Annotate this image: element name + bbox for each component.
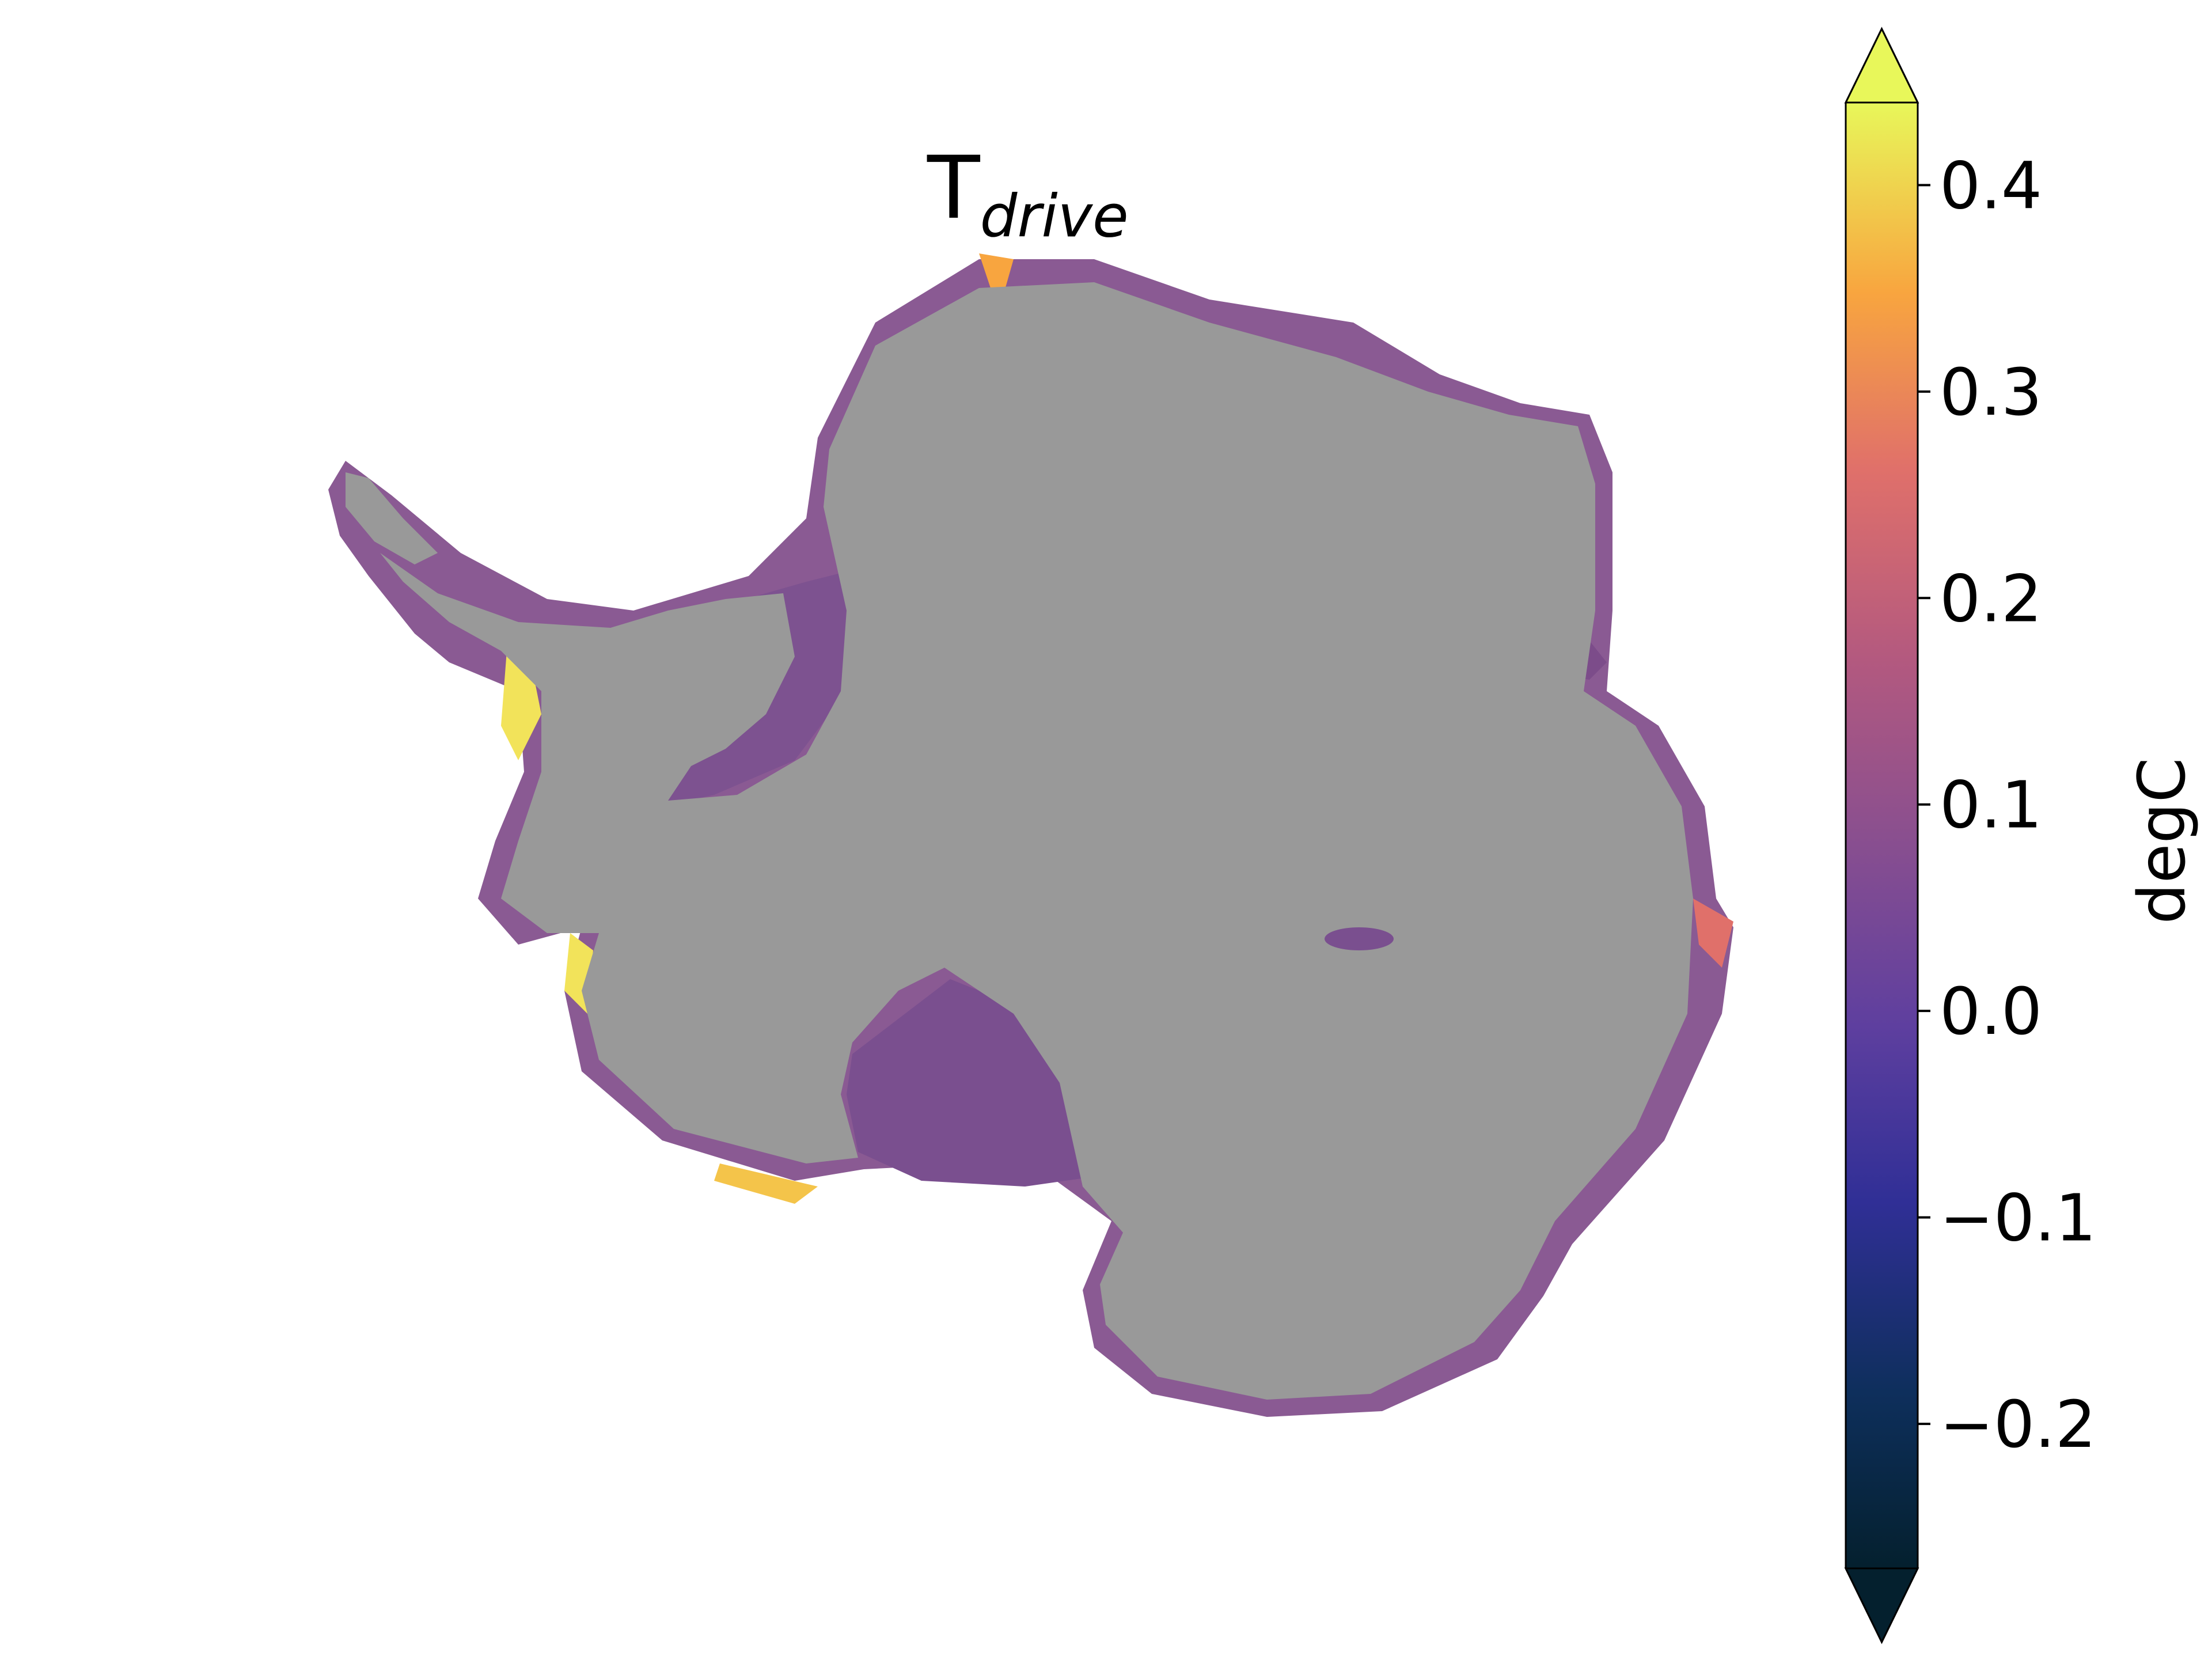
- colorbar-tick-label: 0.2: [1940, 562, 2042, 636]
- peninsula-tip: [346, 472, 438, 564]
- colorbar-ticks: 0.4 0.3 0.2 0.1 0.0 −0.1 −0.2: [1918, 149, 2096, 1462]
- colorbar: 0.4 0.3 0.2 0.1 0.0 −0.1 −0.2 degC: [1844, 26, 2200, 1644]
- colorbar-tick-label: −0.1: [1940, 1181, 2096, 1256]
- colorbar-tick-label: 0.0: [1940, 975, 2042, 1049]
- title-main: T: [927, 138, 980, 238]
- map-title: Tdrive: [927, 138, 1129, 251]
- colorbar-label: degC: [2125, 757, 2200, 924]
- colorbar-frame: [1845, 26, 1919, 1644]
- warm-edge-east: [1693, 899, 1733, 968]
- colorbar-tick-label: 0.3: [1940, 355, 2042, 430]
- grounded-ice-main: [380, 282, 1693, 1400]
- colorbar-body: [1846, 103, 1918, 1568]
- colorbar-extend-top: [1844, 26, 1919, 104]
- colorbar-tick-label: 0.4: [1940, 149, 2042, 223]
- colorbar-extend-bottom: [1844, 1567, 1919, 1644]
- title-subscript: drive: [980, 182, 1129, 251]
- colorbar-tick-label: −0.2: [1940, 1388, 2096, 1462]
- grounded-ice: [346, 282, 1693, 1400]
- inland-lake-shelf: [1325, 927, 1394, 950]
- colorbar-tick-label: 0.1: [1940, 768, 2042, 843]
- warm-edge-south: [714, 1163, 818, 1204]
